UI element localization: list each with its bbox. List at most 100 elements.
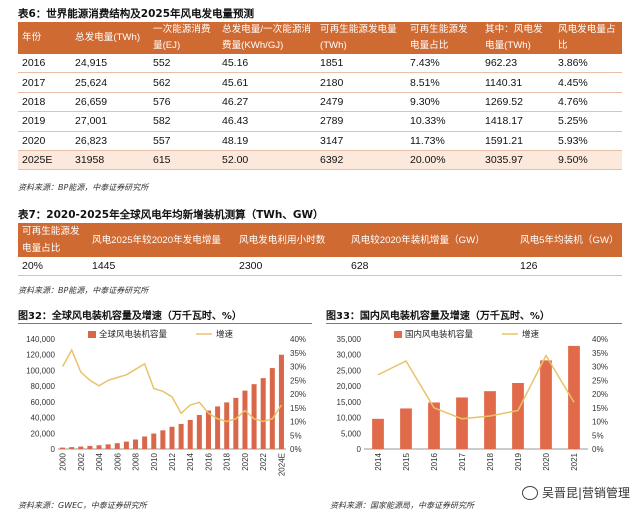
- table6-header-4: 可再生能源发电量(TWh): [316, 22, 406, 54]
- y-left-tick-label: 0: [51, 445, 56, 454]
- table6-header-5: 可再生能源发电量占比: [406, 22, 481, 54]
- x-tick-label: 2016: [430, 452, 439, 470]
- table6-cell: 2180: [316, 72, 406, 93]
- table6-cell: 576: [149, 92, 218, 113]
- table6-header-0: 年份: [18, 22, 71, 54]
- bar: [269, 368, 275, 449]
- bar: [456, 397, 468, 449]
- bar: [178, 423, 184, 449]
- table6-cell: 9.30%: [406, 92, 481, 113]
- bar: [105, 444, 111, 449]
- table7-cell: 20%: [18, 257, 88, 277]
- bar: [568, 345, 580, 449]
- legend-line-label: 增速: [522, 329, 540, 339]
- table6-header-6: 其中：风电发电量(TWh): [481, 22, 554, 54]
- table7: 可再生能源发电量占比 风电2025年较2020年发电增量 风电发电利用小时数 风电较2…: [18, 223, 622, 277]
- table6-cell: 46.43: [218, 111, 316, 132]
- table6-cell: 1140.31: [481, 72, 554, 93]
- table-row: 2018 26,659 576 46.27 2479 9.30% 1269.52 4.76%: [18, 92, 622, 113]
- table6-header-3: 总发电量/一次能源消费量(KWh/GJ): [218, 22, 316, 54]
- bar: [60, 447, 66, 449]
- table6-cell: 2019: [18, 111, 71, 132]
- table7-row: 20% 1445 2300 628 126: [18, 257, 622, 277]
- table6-cell: 6392: [316, 150, 406, 171]
- y-right-tick-label: 0%: [290, 445, 302, 454]
- x-tick-label: 2008: [132, 452, 141, 470]
- table7-header-0: 可再生能源发电量占比: [18, 223, 88, 257]
- table6-cell: 4.76%: [554, 92, 622, 113]
- chart32-source: 资料来源：GWEC，中泰证券研究所: [18, 501, 147, 510]
- table7-cell: 628: [347, 257, 516, 277]
- bar: [233, 397, 239, 449]
- bar: [187, 420, 193, 449]
- y-right-tick-label: 15%: [592, 404, 608, 413]
- y-left-tick-label: 80,000: [31, 382, 56, 391]
- bar: [205, 410, 211, 449]
- table7-header-row: 可再生能源发电量占比 风电2025年较2020年发电增量 风电发电利用小时数 风电较2…: [18, 223, 622, 257]
- table7-cell: 2300: [235, 257, 347, 277]
- y-right-tick-label: 20%: [290, 390, 306, 399]
- bar: [540, 360, 552, 449]
- table6-cell: 10.33%: [406, 111, 481, 132]
- table6-cell: 2025E: [18, 150, 71, 171]
- y-right-tick-label: 40%: [290, 335, 306, 344]
- bar: [142, 436, 148, 449]
- table6-cell: 45.61: [218, 72, 316, 93]
- bar: [196, 414, 202, 449]
- table6-cell: 25,624: [71, 72, 149, 93]
- x-tick-label: 2012: [168, 452, 177, 470]
- y-left-tick-label: 0: [357, 445, 362, 454]
- bar: [69, 447, 75, 449]
- bar: [96, 445, 102, 449]
- bar: [151, 433, 157, 449]
- y-left-tick-label: 20,000: [337, 382, 362, 391]
- y-right-tick-label: 25%: [290, 376, 306, 385]
- table7-source: 资料来源：BP能源，中泰证券研究所: [18, 286, 149, 295]
- table-row: 2019 27,001 582 46.43 2789 10.33% 1418.17 5.25%: [18, 111, 622, 132]
- bar: [242, 390, 248, 449]
- table7-cell: 126: [516, 257, 622, 277]
- y-left-tick-label: 60,000: [31, 398, 56, 407]
- bar: [114, 443, 120, 449]
- bar: [251, 384, 257, 449]
- y-left-tick-label: 10,000: [337, 414, 362, 423]
- x-tick-label: 2018: [486, 452, 495, 470]
- table6-cell: 1851: [316, 54, 406, 74]
- bar: [169, 426, 175, 449]
- y-left-tick-label: 140,000: [26, 335, 55, 344]
- legend-bar-swatch: [394, 331, 402, 338]
- x-tick-label: 2006: [113, 452, 122, 470]
- table6-cell: 11.73%: [406, 131, 481, 151]
- x-tick-label: 2018: [223, 452, 232, 470]
- table6-cell: 26,659: [71, 92, 149, 113]
- bar: [123, 441, 129, 449]
- table6-cell: 3147: [316, 131, 406, 151]
- y-right-tick-label: 35%: [592, 349, 608, 358]
- table6-cell: 2017: [18, 72, 71, 93]
- bar: [278, 354, 284, 449]
- table6-cell: 2789: [316, 111, 406, 132]
- y-left-tick-label: 25,000: [337, 366, 362, 375]
- table6-cell: 2016: [18, 54, 71, 74]
- y-left-tick-label: 40,000: [31, 414, 56, 423]
- table6-cell: 5.93%: [554, 131, 622, 151]
- table7-cell: 1445: [88, 257, 235, 277]
- table6-cell: 5.25%: [554, 111, 622, 132]
- bar: [224, 402, 230, 449]
- x-tick-label: 2022: [259, 452, 268, 470]
- x-tick-label: 2015: [402, 452, 411, 470]
- y-left-tick-label: 100,000: [26, 366, 55, 375]
- table7-header-3: 风电较2020年装机增量（GW）: [347, 223, 516, 257]
- y-right-tick-label: 15%: [290, 404, 306, 413]
- table6-cell: 1418.17: [481, 111, 554, 132]
- x-tick-label: 2004: [95, 452, 104, 470]
- bar: [133, 439, 139, 449]
- table7-header-2: 风电发电利用小时数: [235, 223, 347, 257]
- table6-cell: 8.51%: [406, 72, 481, 93]
- table6-cell: 562: [149, 72, 218, 93]
- x-tick-label: 2016: [204, 452, 213, 470]
- table6-cell: 1591.21: [481, 131, 554, 151]
- table6-header-row: 年份 总发电量(TWh) 一次能源消费量(EJ) 总发电量/一次能源消费量(KWh/G…: [18, 22, 622, 54]
- y-left-tick-label: 120,000: [26, 351, 55, 360]
- table6-caption: 表6：世界能源消费结构及2025年风电发电量预测: [18, 8, 255, 20]
